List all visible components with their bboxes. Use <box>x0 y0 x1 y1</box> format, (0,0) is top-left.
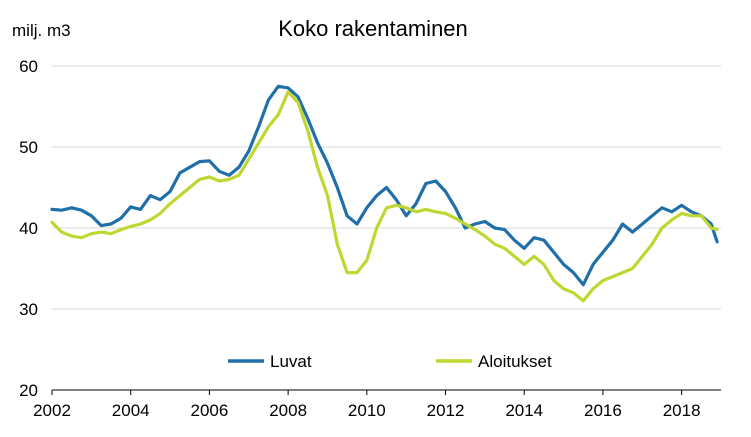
x-tick-label: 2002 <box>33 401 71 420</box>
x-tick-label: 2014 <box>505 401 543 420</box>
x-tick-label: 2010 <box>348 401 386 420</box>
y-tick-label: 20 <box>19 381 38 400</box>
legend: Luvat Aloitukset <box>228 352 552 371</box>
x-tick-label: 2008 <box>269 401 307 420</box>
x-tick-label: 2016 <box>584 401 622 420</box>
series-lines <box>50 84 719 303</box>
y-tick-label: 60 <box>19 57 38 76</box>
y-axis-ticks: 20 30 40 50 60 <box>19 57 38 400</box>
legend-label: Luvat <box>270 352 312 371</box>
y-tick-label: 30 <box>19 300 38 319</box>
x-tick-label: 2018 <box>663 401 701 420</box>
y-tick-label: 50 <box>19 138 38 157</box>
x-tick-label: 2006 <box>190 401 228 420</box>
legend-label: Aloitukset <box>478 352 552 371</box>
chart-title: Koko rakentaminen <box>278 16 468 41</box>
series-line-luvat <box>50 84 719 287</box>
x-tick-label: 2012 <box>427 401 465 420</box>
y-axis-unit-label: milj. m3 <box>12 21 71 40</box>
x-tick-label: 2004 <box>112 401 150 420</box>
y-tick-label: 40 <box>19 219 38 238</box>
series-line-aloitukset <box>50 90 719 303</box>
x-axis-ticks: 2002 2004 2006 2008 2010 2012 2014 2016 2018 <box>33 390 701 420</box>
gridlines <box>52 65 721 391</box>
